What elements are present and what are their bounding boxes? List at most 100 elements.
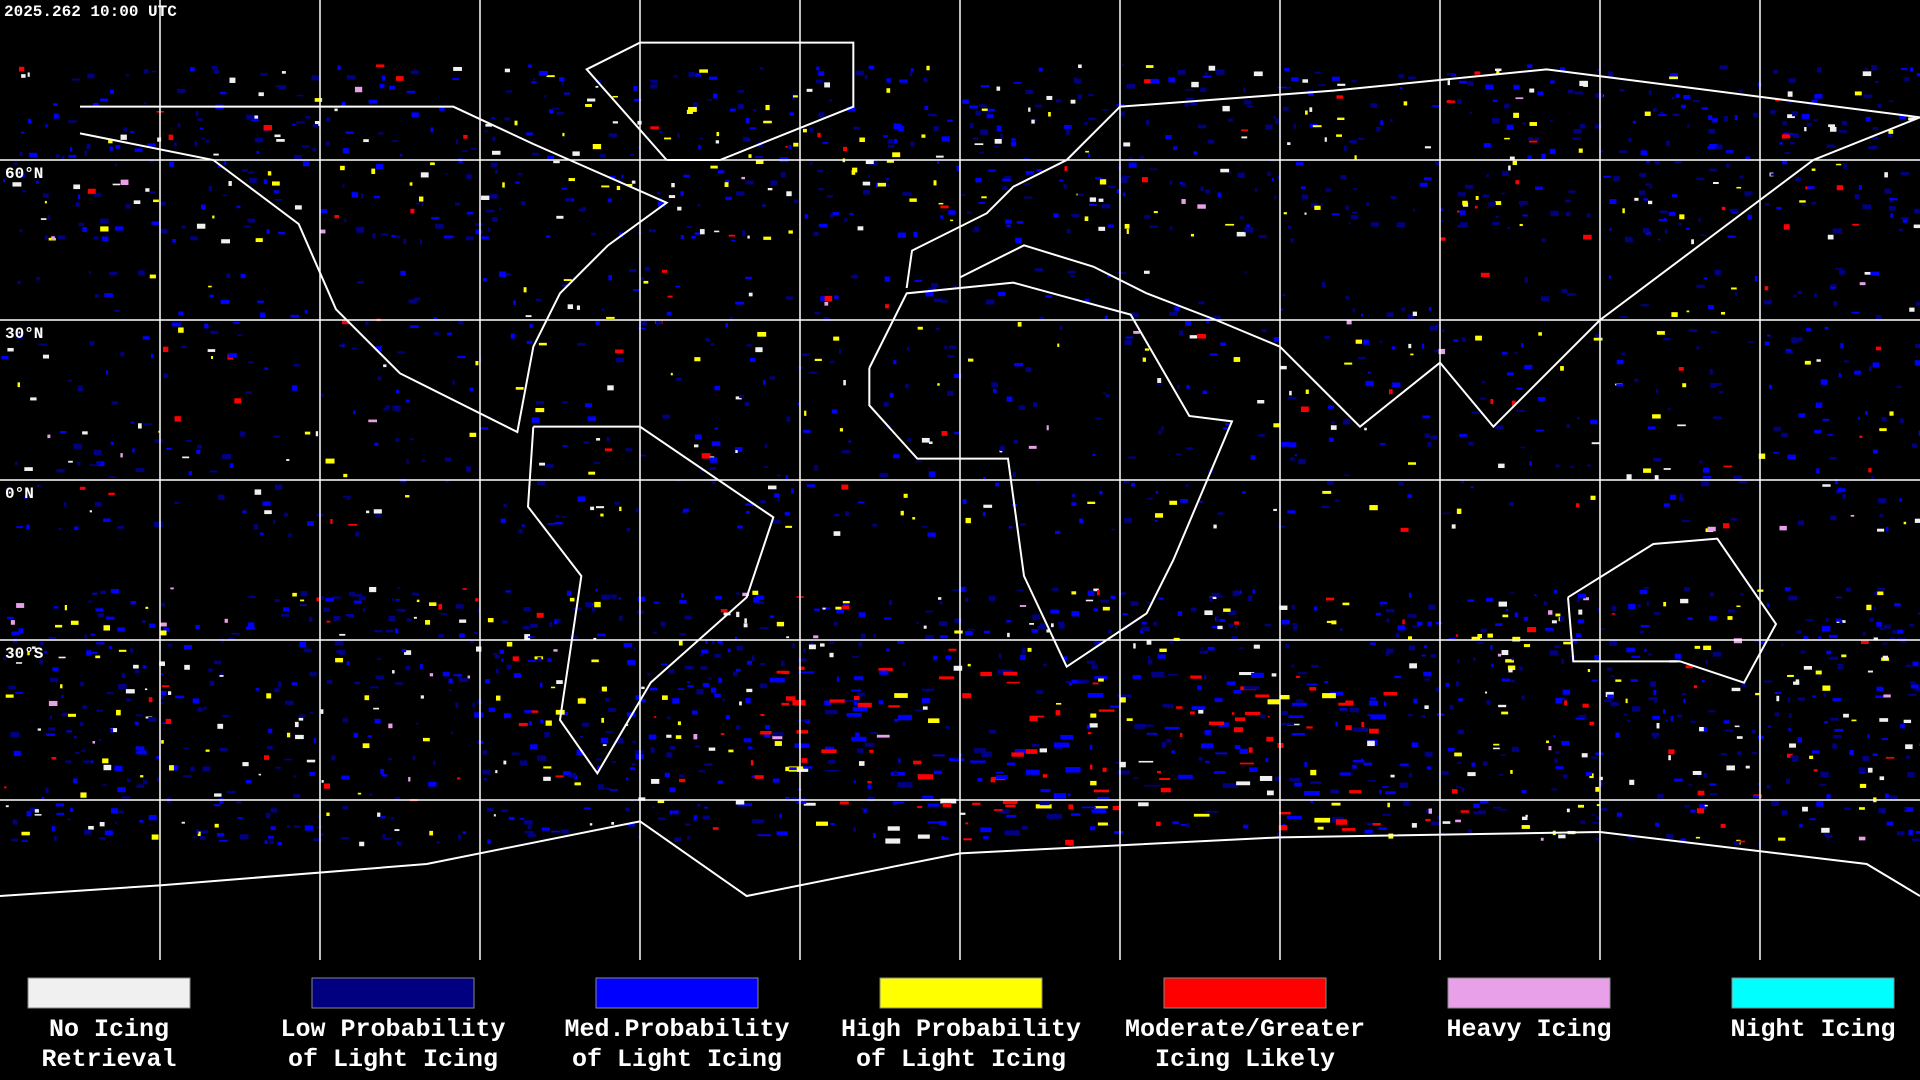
- icing-cell: [1200, 87, 1207, 93]
- icing-cell: [1120, 177, 1128, 183]
- icing-cell: [373, 195, 380, 199]
- icing-cell: [1451, 524, 1456, 529]
- icing-cell: [311, 75, 319, 81]
- icing-cell: [552, 107, 560, 110]
- icing-cell: [625, 448, 632, 452]
- icing-cell: [1637, 604, 1641, 608]
- icing-cell: [1344, 362, 1353, 365]
- icing-cell: [1495, 201, 1502, 206]
- icing-cell: [1156, 383, 1163, 385]
- icing-cell: [1014, 749, 1030, 754]
- icing-cell: [574, 782, 581, 786]
- icing-cell: [1696, 808, 1705, 814]
- icing-cell: [482, 750, 487, 755]
- icing-cell: [150, 353, 154, 359]
- icing-cell: [134, 669, 140, 673]
- icing-cell: [1647, 200, 1653, 205]
- icing-cell: [1178, 774, 1193, 779]
- icing-cell: [209, 294, 215, 298]
- icing-cell: [1550, 119, 1553, 122]
- icing-cell: [506, 664, 512, 670]
- icing-cell: [1824, 326, 1829, 330]
- icing-cell: [1703, 772, 1707, 778]
- icing-cell: [1905, 755, 1911, 759]
- icing-cell: [928, 718, 940, 724]
- icing-cell: [545, 464, 554, 468]
- icing-cell: [337, 65, 341, 71]
- icing-cell: [582, 207, 587, 212]
- icing-cell: [524, 634, 531, 640]
- icing-cell: [523, 820, 533, 825]
- icing-cell: [735, 396, 742, 400]
- icing-cell: [1564, 700, 1568, 706]
- icing-cell: [585, 104, 592, 107]
- icing-cell: [1854, 91, 1862, 96]
- icing-cell: [938, 597, 942, 600]
- icing-cell: [110, 728, 114, 733]
- icing-cell: [92, 592, 98, 595]
- icing-cell: [669, 745, 676, 750]
- icing-cell: [1345, 700, 1354, 704]
- icing-cell: [749, 358, 756, 363]
- icing-cell: [1646, 601, 1649, 607]
- icing-cell: [886, 88, 891, 93]
- icing-cell: [204, 323, 209, 329]
- graticule: [0, 0, 1920, 960]
- icing-cell: [1654, 475, 1659, 480]
- icing-cell: [214, 793, 222, 797]
- icing-cell: [725, 714, 731, 720]
- icing-cell: [283, 607, 290, 612]
- icing-cell: [851, 736, 867, 742]
- icing-cell: [275, 85, 279, 88]
- icing-cell: [843, 379, 846, 386]
- icing-cell: [1534, 137, 1540, 141]
- icing-cell: [1910, 684, 1919, 689]
- icing-cell: [1913, 208, 1920, 214]
- icing-cell: [1843, 163, 1847, 169]
- icing-cell: [248, 361, 254, 364]
- icing-cell: [1720, 752, 1727, 756]
- icing-cell: [67, 713, 76, 717]
- icing-cell: [789, 767, 797, 771]
- icing-cell: [1309, 687, 1317, 691]
- icing-cell: [151, 221, 161, 225]
- icing-cell: [1432, 105, 1440, 107]
- icing-cell: [1630, 679, 1639, 682]
- icing-cell: [1379, 789, 1382, 795]
- icing-cell: [1035, 804, 1052, 809]
- icing-cell: [1329, 691, 1343, 696]
- icing-cell: [1599, 781, 1603, 787]
- icing-cell: [1710, 382, 1717, 388]
- icing-cell: [375, 163, 383, 170]
- icing-cell: [519, 817, 525, 820]
- icing-cell: [315, 431, 319, 437]
- icing-cell: [1603, 175, 1611, 178]
- icing-cell: [275, 766, 281, 769]
- icing-cell: [735, 668, 741, 672]
- icing-cell: [1836, 185, 1844, 191]
- icing-cell: [120, 134, 127, 140]
- icing-cell: [89, 343, 94, 346]
- icing-cell: [1709, 783, 1717, 786]
- icing-cell: [718, 170, 725, 174]
- icing-cell: [836, 608, 845, 614]
- icing-cell: [535, 400, 545, 405]
- icing-cell: [634, 750, 643, 754]
- icing-cell: [342, 147, 349, 154]
- icing-cell: [1438, 348, 1446, 355]
- icing-cell: [757, 331, 767, 337]
- icing-cell: [399, 154, 403, 157]
- icing-cell: [1523, 616, 1529, 621]
- icing-cell: [1619, 316, 1628, 318]
- icing-cell: [1344, 145, 1347, 151]
- icing-cell: [748, 154, 752, 158]
- icing-cell: [940, 215, 944, 219]
- icing-cell: [1582, 703, 1589, 708]
- icing-cell: [803, 429, 811, 433]
- icing-cell: [1246, 105, 1254, 108]
- icing-cell: [1451, 789, 1458, 794]
- icing-cell: [1512, 160, 1517, 166]
- icing-cell: [1331, 620, 1337, 625]
- icing-cell: [170, 587, 174, 590]
- icing-cell: [511, 752, 520, 755]
